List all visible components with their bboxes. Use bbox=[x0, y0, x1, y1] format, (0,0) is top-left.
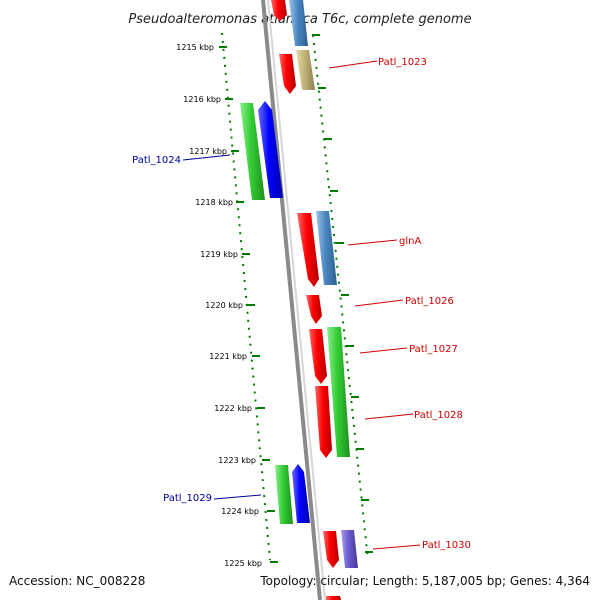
gene-label[interactable]: Patl_1030 bbox=[422, 540, 471, 551]
gene-arrow-reverse[interactable] bbox=[275, 465, 293, 524]
gene-label[interactable]: Patl_1027 bbox=[409, 344, 458, 355]
forward-track bbox=[312, 34, 369, 561]
kbp-labels: 1215 kbp 1216 kbp 1217 kbp 1218 kbp 1219… bbox=[176, 43, 262, 568]
gene-arrow-forward[interactable] bbox=[341, 530, 358, 568]
gene-label[interactable]: Patl_1024 bbox=[132, 155, 181, 166]
kbp-label: 1222 kbp bbox=[214, 404, 252, 413]
kbp-label: 1216 kbp bbox=[183, 95, 221, 104]
gene-label[interactable]: Patl_1023 bbox=[378, 57, 427, 68]
backbone-inner bbox=[267, 0, 326, 600]
gene-label[interactable]: Patl_1028 bbox=[414, 410, 463, 421]
gene-arrow-forward[interactable] bbox=[289, 0, 308, 46]
gene-arrow-reverse[interactable] bbox=[292, 464, 310, 523]
leader-line bbox=[354, 299, 404, 307]
kbp-label: 1220 kbp bbox=[205, 301, 243, 310]
gene-arrow-forward[interactable] bbox=[279, 54, 296, 94]
gene-labels: Patl_1023 Patl_1024 glnA Patl_1026 Patl_… bbox=[132, 57, 471, 551]
topology-text: Topology: circular; Length: 5,187,005 bp… bbox=[260, 574, 590, 588]
leader-line bbox=[328, 60, 378, 69]
kbp-label: 1223 kbp bbox=[218, 456, 256, 465]
gene-arrow-forward[interactable] bbox=[323, 531, 339, 568]
kbp-label: 1218 kbp bbox=[195, 198, 233, 207]
kbp-label: 1219 kbp bbox=[200, 250, 238, 259]
tick-marks bbox=[219, 34, 373, 563]
kbp-label: 1217 kbp bbox=[189, 147, 227, 156]
leader-line bbox=[372, 544, 421, 550]
leader-line bbox=[364, 413, 414, 420]
leader-line bbox=[347, 239, 398, 246]
gene-arrow-forward[interactable] bbox=[309, 329, 327, 384]
leader-line bbox=[213, 494, 262, 500]
accession-text: Accession: NC_008228 bbox=[9, 574, 146, 588]
gene-arrow-reverse[interactable] bbox=[258, 101, 283, 198]
gene-arrow-forward[interactable] bbox=[326, 596, 341, 600]
kbp-label: 1221 kbp bbox=[209, 352, 247, 361]
leader-lines bbox=[182, 60, 421, 550]
gene-arrow-reverse[interactable] bbox=[240, 103, 265, 200]
leader-line bbox=[359, 347, 408, 354]
gene-arrow-forward[interactable] bbox=[316, 211, 337, 285]
kbp-label: 1225 kbp bbox=[224, 559, 262, 568]
backbone-outer bbox=[261, 0, 322, 600]
gene-arrow-forward[interactable] bbox=[296, 50, 315, 90]
kbp-label: 1224 kbp bbox=[221, 507, 259, 516]
gene-arrow-forward[interactable] bbox=[327, 327, 350, 457]
gene-arrow-forward[interactable] bbox=[297, 213, 319, 287]
gene-arrow-forward[interactable] bbox=[271, 0, 287, 21]
gene-arrow-forward[interactable] bbox=[315, 386, 332, 458]
kbp-label: 1215 kbp bbox=[176, 43, 214, 52]
leader-line bbox=[182, 154, 231, 161]
gene-arrow-forward[interactable] bbox=[306, 295, 322, 324]
gene-label[interactable]: Patl_1026 bbox=[405, 296, 454, 307]
gene-label[interactable]: Patl_1029 bbox=[163, 493, 212, 504]
gene-label[interactable]: glnA bbox=[399, 236, 421, 247]
reverse-track bbox=[221, 32, 271, 561]
